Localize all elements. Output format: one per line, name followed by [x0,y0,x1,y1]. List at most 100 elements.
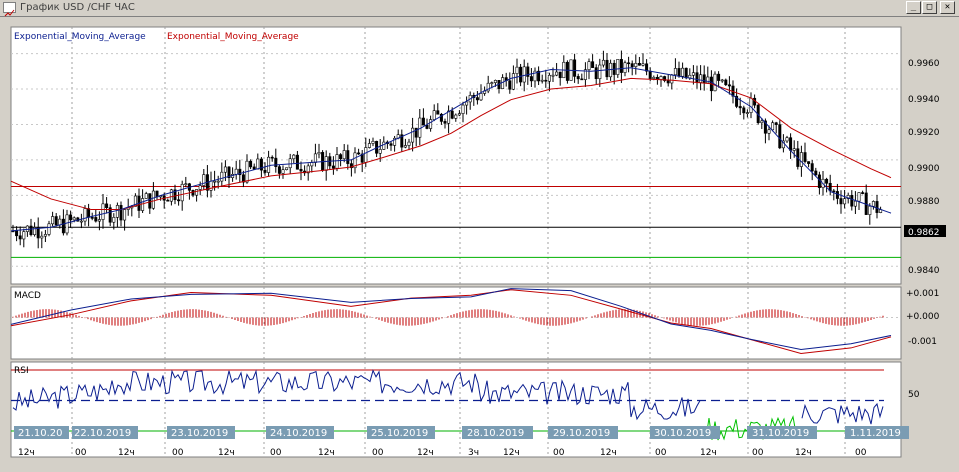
candle-body [486,82,490,92]
chart-area[interactable]: Exponential_Moving_Average Exponential_M… [0,17,959,468]
date-labels: 21.10.20 22.10.2019 23.10.2019 24.10.201… [14,426,909,439]
candle-body [623,62,627,73]
candle-body [173,189,177,201]
candle-body [277,166,281,174]
hour-label: 00 [855,448,867,458]
candle-body [555,71,559,76]
candle-body [65,214,69,234]
candle-body [526,66,530,77]
date-label: 24.10.2019 [270,428,327,439]
candle-body [807,161,811,164]
candle-body [634,62,638,67]
candle-body [490,82,494,84]
candle-body [223,166,227,173]
candle-body [832,190,836,193]
candle-body [18,235,22,240]
candle-body [36,227,40,239]
date-label: 31.10.2019 [752,428,809,439]
candle-body [583,69,587,80]
minimize-button[interactable]: _ [906,1,921,14]
candle-body [839,198,843,205]
date-label: 23.10.2019 [171,428,228,439]
candle-body [357,152,361,155]
candle-body [652,76,656,79]
close-button[interactable]: ✕ [940,1,955,14]
candle-body [79,220,83,223]
candle-body [645,63,649,72]
candle-body [292,154,296,160]
candle-body [461,104,465,114]
candle-body [529,76,533,82]
candle-body [659,76,663,80]
price-label-9900: 0.9900 [908,164,940,174]
candle-body [457,113,461,116]
hour-label: 00 [172,448,184,458]
candle-body [591,61,595,68]
candle-body [666,80,670,84]
date-label-bg [548,426,618,439]
candle-body [306,165,310,174]
moving-average-lines [10,67,892,232]
candle-body [465,101,469,106]
date-label-bg [845,426,909,439]
candle-body [565,61,569,81]
candle-body [745,112,749,114]
candle-body [403,145,407,148]
candle-body [508,80,512,90]
candle-body [400,134,404,148]
candle-body [94,217,98,222]
candle-body [378,149,382,154]
price-panel[interactable] [10,26,902,285]
candle-body [411,127,415,143]
candle-body [681,67,685,77]
candle-body [87,208,91,218]
candle-body [389,143,393,146]
candle-body [803,152,807,162]
date-label-bg [650,426,720,439]
rsi-panel[interactable] [10,361,902,458]
date-label: 22.10.2019 [74,428,131,439]
candle-body [450,110,454,119]
candle-body [861,192,865,194]
candle-body [436,110,440,115]
hour-label: 00 [655,448,667,458]
candle-body [875,201,879,213]
candle-body [285,167,289,171]
candle-body [339,154,343,160]
price-label-9960: 0.9960 [908,59,940,69]
candle-body [429,119,433,129]
rsi-line [12,369,701,421]
candle-body [551,74,555,77]
candle-body [475,97,479,101]
candle-body [22,231,26,240]
candle-body [573,59,577,77]
candle-body [677,68,681,77]
candle-body [720,79,724,82]
date-label-bg [367,426,435,439]
candle-body [15,230,19,237]
candle-body [33,227,37,235]
candle-body [598,64,602,80]
rsi-axis-50: 50 [908,390,920,400]
candle-body [69,214,73,221]
candle-body [688,74,692,79]
candle-body [123,209,127,221]
candle-body [749,97,753,113]
maximize-button[interactable]: □ [922,1,937,14]
candle-body [288,158,292,169]
candle-body [393,137,397,146]
macd-panel[interactable] [10,286,902,360]
candle-body [537,70,541,82]
hour-label: 00 [553,448,565,458]
candle-body [706,76,710,84]
candle-body [241,174,245,183]
candle-body [493,80,497,83]
title-bar[interactable]: График USD /CHF ЧАС _ □ ✕ [0,0,959,17]
candle-body [169,189,173,202]
date-label-bg [266,426,334,439]
candle-body [177,199,181,202]
candle-body [835,191,839,199]
candle-body [112,217,116,223]
rsi-line-recovery [801,402,884,425]
candle-body [256,158,260,170]
